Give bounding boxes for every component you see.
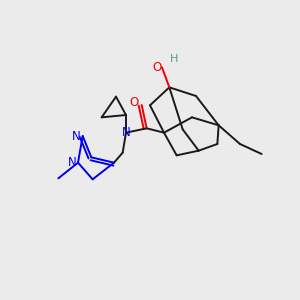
- Text: O: O: [152, 61, 162, 74]
- Text: N: N: [122, 126, 130, 139]
- Text: N: N: [68, 156, 76, 169]
- Text: H: H: [170, 54, 178, 64]
- Text: O: O: [129, 97, 138, 110]
- Text: N: N: [72, 130, 81, 142]
